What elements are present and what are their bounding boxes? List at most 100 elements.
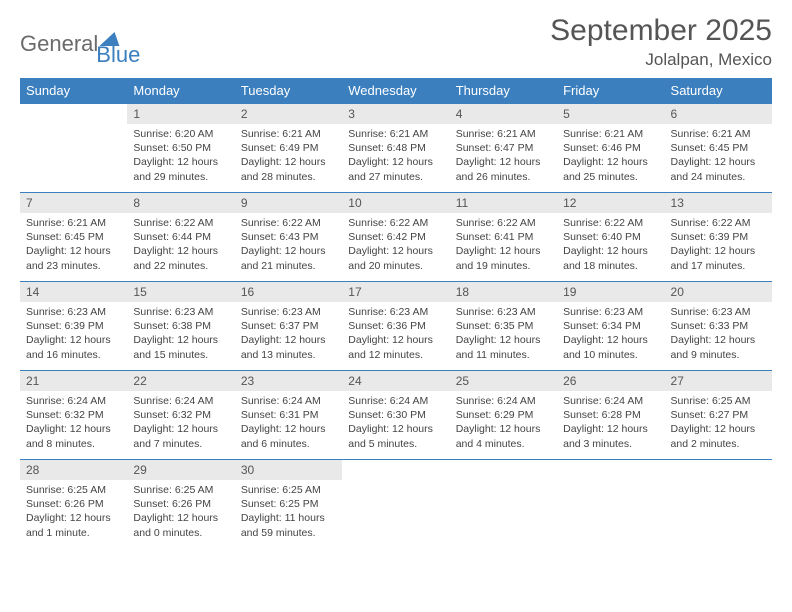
day-number: 26 [557,370,664,391]
sunset-text: Sunset: 6:30 PM [348,408,443,422]
sunset-text: Sunset: 6:37 PM [241,319,336,333]
sunset-text: Sunset: 6:26 PM [133,497,228,511]
daylight-text: Daylight: 12 hours and 13 minutes. [241,333,336,361]
weekday-header-row: SundayMondayTuesdayWednesdayThursdayFrid… [20,78,772,103]
day-number: 14 [20,281,127,302]
sunset-text: Sunset: 6:31 PM [241,408,336,422]
sunset-text: Sunset: 6:46 PM [563,141,658,155]
day-number: 20 [665,281,772,302]
sunrise-text: Sunrise: 6:24 AM [456,394,551,408]
daylight-text: Daylight: 12 hours and 21 minutes. [241,244,336,272]
day-number-row: 123456 [20,103,772,124]
day-cell: Sunrise: 6:24 AMSunset: 6:32 PMDaylight:… [127,391,234,457]
day-cell: Sunrise: 6:21 AMSunset: 6:45 PMDaylight:… [20,213,127,279]
daylight-text: Daylight: 12 hours and 28 minutes. [241,155,336,183]
sunset-text: Sunset: 6:43 PM [241,230,336,244]
header: General Blue September 2025 Jolalpan, Me… [20,14,772,70]
day-cell [342,480,449,489]
weekday-header: Wednesday [342,78,449,103]
day-number: 12 [557,192,664,213]
day-cell: Sunrise: 6:25 AMSunset: 6:26 PMDaylight:… [20,480,127,546]
calendar-body: 123456Sunrise: 6:20 AMSunset: 6:50 PMDay… [20,103,772,548]
sunrise-text: Sunrise: 6:25 AM [133,483,228,497]
sunset-text: Sunset: 6:26 PM [26,497,121,511]
day-cell: Sunrise: 6:22 AMSunset: 6:39 PMDaylight:… [665,213,772,279]
sunset-text: Sunset: 6:33 PM [671,319,766,333]
sunset-text: Sunset: 6:50 PM [133,141,228,155]
sunrise-text: Sunrise: 6:21 AM [348,127,443,141]
day-body-row: Sunrise: 6:23 AMSunset: 6:39 PMDaylight:… [20,302,772,370]
day-cell: Sunrise: 6:22 AMSunset: 6:42 PMDaylight:… [342,213,449,279]
day-number-empty [557,459,664,480]
day-cell: Sunrise: 6:24 AMSunset: 6:31 PMDaylight:… [235,391,342,457]
daylight-text: Daylight: 11 hours and 59 minutes. [241,511,336,539]
day-cell: Sunrise: 6:22 AMSunset: 6:43 PMDaylight:… [235,213,342,279]
sunrise-text: Sunrise: 6:22 AM [563,216,658,230]
day-number: 19 [557,281,664,302]
daylight-text: Daylight: 12 hours and 7 minutes. [133,422,228,450]
day-number: 28 [20,459,127,480]
day-cell: Sunrise: 6:24 AMSunset: 6:28 PMDaylight:… [557,391,664,457]
sunset-text: Sunset: 6:29 PM [456,408,551,422]
sunrise-text: Sunrise: 6:21 AM [671,127,766,141]
location: Jolalpan, Mexico [550,50,772,70]
day-cell: Sunrise: 6:24 AMSunset: 6:29 PMDaylight:… [450,391,557,457]
daylight-text: Daylight: 12 hours and 18 minutes. [563,244,658,272]
sunset-text: Sunset: 6:35 PM [456,319,551,333]
daylight-text: Daylight: 12 hours and 29 minutes. [133,155,228,183]
day-number: 10 [342,192,449,213]
sunrise-text: Sunrise: 6:23 AM [563,305,658,319]
day-number-row: 21222324252627 [20,370,772,391]
daylight-text: Daylight: 12 hours and 27 minutes. [348,155,443,183]
daylight-text: Daylight: 12 hours and 8 minutes. [26,422,121,450]
sunset-text: Sunset: 6:25 PM [241,497,336,511]
daylight-text: Daylight: 12 hours and 19 minutes. [456,244,551,272]
day-number: 18 [450,281,557,302]
day-body-row: Sunrise: 6:21 AMSunset: 6:45 PMDaylight:… [20,213,772,281]
day-cell: Sunrise: 6:22 AMSunset: 6:40 PMDaylight:… [557,213,664,279]
day-cell: Sunrise: 6:21 AMSunset: 6:47 PMDaylight:… [450,124,557,190]
day-number: 23 [235,370,342,391]
sunrise-text: Sunrise: 6:21 AM [241,127,336,141]
sunset-text: Sunset: 6:44 PM [133,230,228,244]
logo-text-1: General [20,31,98,57]
day-cell: Sunrise: 6:23 AMSunset: 6:33 PMDaylight:… [665,302,772,368]
day-cell: Sunrise: 6:22 AMSunset: 6:41 PMDaylight:… [450,213,557,279]
daylight-text: Daylight: 12 hours and 4 minutes. [456,422,551,450]
sunrise-text: Sunrise: 6:24 AM [563,394,658,408]
daylight-text: Daylight: 12 hours and 16 minutes. [26,333,121,361]
sunrise-text: Sunrise: 6:22 AM [241,216,336,230]
sunset-text: Sunset: 6:27 PM [671,408,766,422]
day-cell: Sunrise: 6:24 AMSunset: 6:30 PMDaylight:… [342,391,449,457]
daylight-text: Daylight: 12 hours and 2 minutes. [671,422,766,450]
day-number: 13 [665,192,772,213]
day-body-row: Sunrise: 6:25 AMSunset: 6:26 PMDaylight:… [20,480,772,548]
sunset-text: Sunset: 6:36 PM [348,319,443,333]
day-number: 29 [127,459,234,480]
calendar-table: SundayMondayTuesdayWednesdayThursdayFrid… [20,78,772,548]
weekday-header: Saturday [665,78,772,103]
day-cell: Sunrise: 6:23 AMSunset: 6:36 PMDaylight:… [342,302,449,368]
day-number: 27 [665,370,772,391]
daylight-text: Daylight: 12 hours and 9 minutes. [671,333,766,361]
day-number-row: 14151617181920 [20,281,772,302]
sunrise-text: Sunrise: 6:20 AM [133,127,228,141]
daylight-text: Daylight: 12 hours and 23 minutes. [26,244,121,272]
sunrise-text: Sunrise: 6:23 AM [456,305,551,319]
weekday-header: Monday [127,78,234,103]
sunrise-text: Sunrise: 6:23 AM [241,305,336,319]
daylight-text: Daylight: 12 hours and 5 minutes. [348,422,443,450]
day-number: 5 [557,103,664,124]
daylight-text: Daylight: 12 hours and 1 minute. [26,511,121,539]
sunset-text: Sunset: 6:39 PM [26,319,121,333]
sunset-text: Sunset: 6:34 PM [563,319,658,333]
month-title: September 2025 [550,14,772,48]
daylight-text: Daylight: 12 hours and 11 minutes. [456,333,551,361]
day-cell: Sunrise: 6:21 AMSunset: 6:48 PMDaylight:… [342,124,449,190]
sunset-text: Sunset: 6:48 PM [348,141,443,155]
day-number-empty [342,459,449,480]
sunrise-text: Sunrise: 6:25 AM [671,394,766,408]
day-number: 16 [235,281,342,302]
sunrise-text: Sunrise: 6:22 AM [671,216,766,230]
sunrise-text: Sunrise: 6:23 AM [671,305,766,319]
